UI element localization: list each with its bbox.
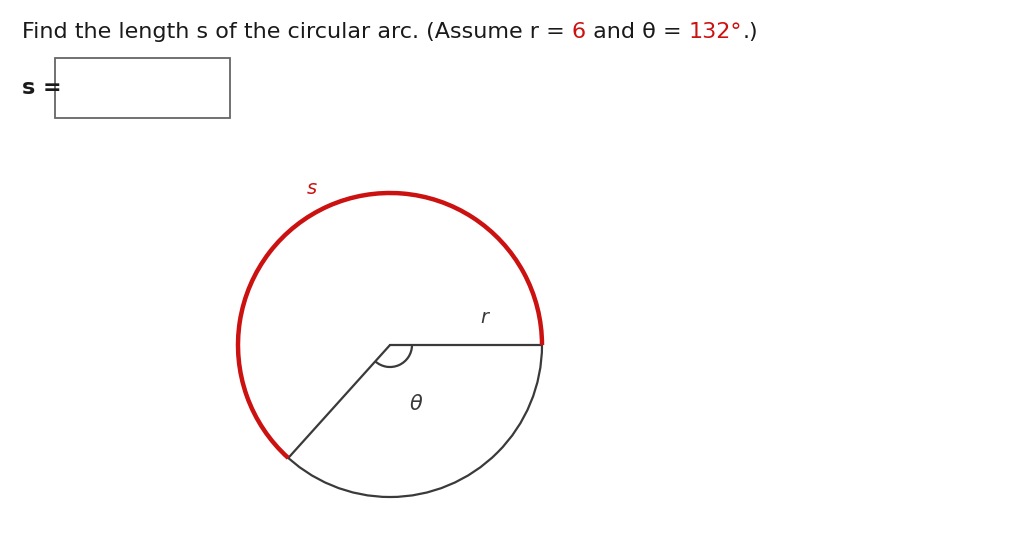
Text: s: s [307, 179, 317, 198]
Text: r: r [480, 308, 488, 327]
Text: 6: 6 [571, 22, 586, 42]
Text: s =: s = [22, 78, 61, 98]
Text: 132°: 132° [689, 22, 742, 42]
Text: .): .) [742, 22, 758, 42]
Bar [55, 58, 230, 118]
Text: and θ =: and θ = [586, 22, 689, 42]
Text: $\theta$: $\theta$ [410, 394, 424, 414]
Text: Find the length s of the circular arc. (Assume r =: Find the length s of the circular arc. (… [22, 22, 571, 42]
